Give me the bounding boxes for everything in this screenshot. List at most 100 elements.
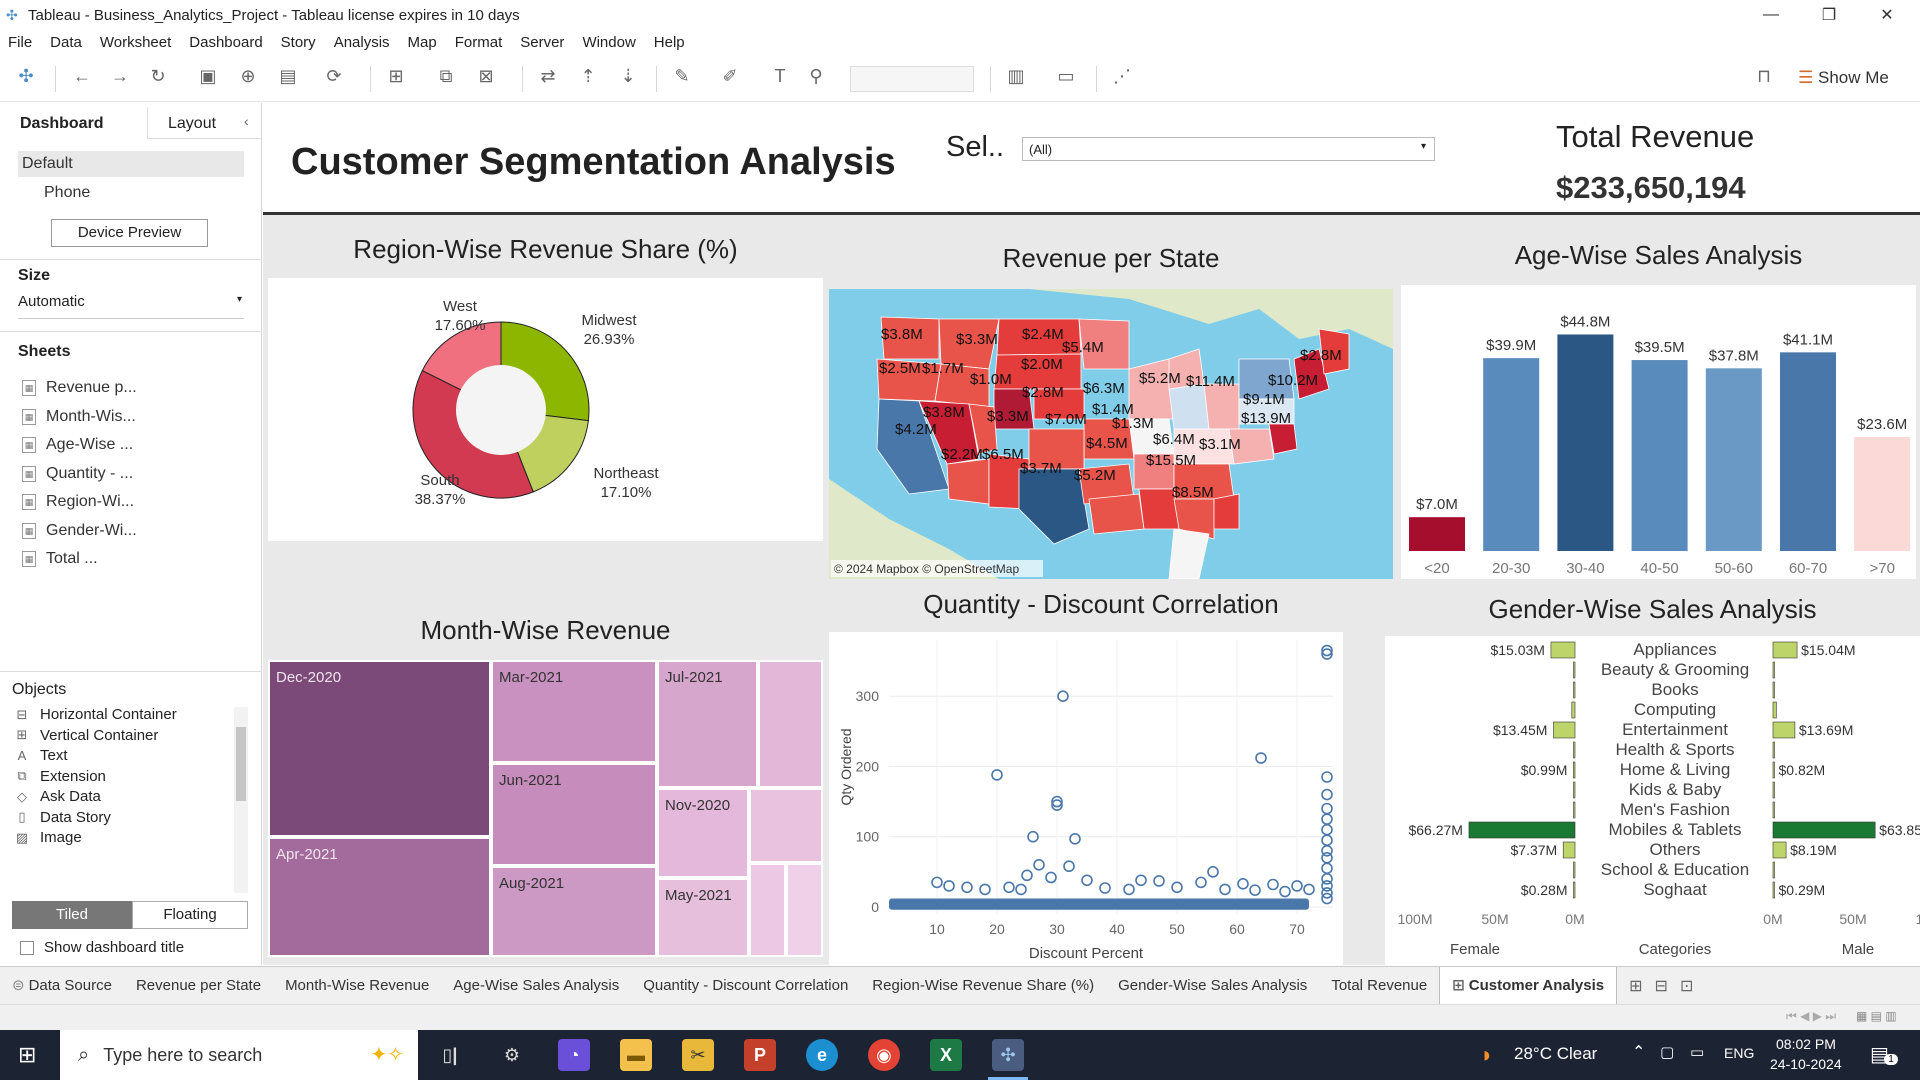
us-state-map[interactable]: $3.8M $3.3M $2.4M $2.5M $1.7M $2.0M$5.4M $1.0M… [829, 289, 1393, 579]
battery-icon[interactable]: ▭ [1690, 1044, 1705, 1061]
treemap-cell[interactable] [657, 788, 749, 878]
new-datasource-icon[interactable]: ⊕ [240, 66, 256, 86]
scatter-point[interactable] [1207, 866, 1219, 878]
size-dropdown[interactable]: Automatic ▾ [18, 293, 244, 319]
sheet-tab[interactable]: Region-Wise Revenue Share (%) [872, 976, 1095, 994]
female-bar[interactable] [1571, 701, 1576, 719]
age-bar[interactable] [1705, 368, 1762, 551]
state-shape[interactable] [918, 400, 980, 465]
powerpoint-icon[interactable]: P [744, 1039, 776, 1071]
male-bar[interactable] [1772, 881, 1775, 899]
scatter-point[interactable] [1171, 881, 1183, 894]
menu-map[interactable]: Map [407, 33, 437, 51]
scatter-point[interactable] [1021, 869, 1033, 882]
female-bar[interactable] [1573, 881, 1576, 899]
tray-chevron-icon[interactable]: ⌃ [1632, 1044, 1646, 1061]
swap-icon[interactable]: ⇄ [540, 66, 556, 86]
menu-window[interactable]: Window [582, 33, 636, 51]
show-me-button[interactable]: ☰ Show Me [1798, 68, 1889, 87]
new-story-tab-icon[interactable]: ⊡ [1679, 977, 1694, 995]
treemap-cell[interactable] [749, 788, 823, 863]
treemap-cell[interactable] [786, 863, 823, 957]
scatter-point[interactable] [1195, 876, 1207, 889]
scatter-point[interactable] [1321, 880, 1333, 892]
task-view-icon[interactable]: ▯| [442, 1045, 458, 1065]
scatter-point[interactable] [991, 769, 1003, 781]
device-default[interactable]: Default [22, 155, 73, 172]
menu-help[interactable]: Help [653, 33, 685, 51]
duplicate-icon[interactable]: ⧉ [439, 66, 453, 86]
pause-updates-icon[interactable]: ▤ [279, 66, 297, 86]
new-dashboard-tab-icon[interactable]: ⊟ [1654, 977, 1668, 995]
state-shape[interactable] [968, 403, 998, 455]
sheet-item[interactable]: ▦ Month-Wis... [22, 408, 136, 426]
scatter-point[interactable] [1081, 874, 1093, 887]
treemap-cell[interactable] [491, 866, 657, 957]
scatter-point[interactable] [1069, 833, 1081, 845]
clock-date[interactable]: 24-10-2024 [1770, 1056, 1842, 1072]
scatter-point[interactable] [1321, 788, 1333, 801]
windows-start-icon[interactable]: ⊞ [18, 1042, 37, 1067]
state-shape[interactable] [1203, 383, 1240, 430]
sort-descending-icon[interactable]: ⇣ [620, 66, 636, 86]
scatter-point[interactable] [1321, 813, 1333, 825]
scatter-point[interactable] [1321, 851, 1333, 864]
treemap-cell[interactable] [749, 863, 786, 957]
female-bar[interactable] [1550, 641, 1576, 659]
age-bar[interactable] [1631, 360, 1688, 551]
treemap-cell[interactable] [657, 660, 758, 788]
sheet-tab[interactable]: Age-Wise Sales Analysis [453, 976, 620, 994]
tableau-taskbar-icon[interactable]: ✣ [992, 1039, 1024, 1071]
treemap-cell[interactable] [758, 660, 823, 788]
female-bar[interactable] [1573, 681, 1576, 699]
device-preview-button[interactable]: Device Preview [51, 219, 208, 247]
snipping-tool-icon[interactable]: ✂ [682, 1039, 714, 1071]
settings-gear-icon[interactable]: ⚙ [503, 1045, 521, 1065]
object-item[interactable]: ⊟ Horizontal Container [14, 706, 177, 723]
male-bar[interactable] [1772, 641, 1798, 659]
age-bar[interactable] [1557, 334, 1614, 551]
restore-button[interactable]: ❐ [1821, 7, 1837, 24]
state-shape[interactable] [1088, 493, 1145, 535]
highlight-icon[interactable]: ✎ [674, 66, 690, 86]
menu-worksheet[interactable]: Worksheet [99, 33, 172, 51]
age-bar[interactable] [1483, 358, 1540, 551]
scatter-point[interactable] [1321, 648, 1333, 660]
sheet-item[interactable]: ▦ Total ... [22, 550, 98, 568]
sheet-tab[interactable]: ⊜ Data Source [12, 976, 112, 994]
scatter-point[interactable] [1279, 885, 1291, 898]
state-shape[interactable] [876, 398, 950, 495]
age-bar[interactable] [1780, 352, 1836, 551]
female-bar[interactable] [1573, 781, 1576, 799]
scatter-point[interactable] [1321, 771, 1333, 783]
excel-icon[interactable]: X [930, 1039, 962, 1071]
scatter-point[interactable] [1057, 690, 1069, 703]
female-bar[interactable] [1468, 821, 1576, 839]
objects-scrollbar[interactable] [234, 707, 248, 893]
scatter-point[interactable] [1321, 644, 1333, 657]
state-map-panel[interactable]: $3.8M $3.3M $2.4M $2.5M $1.7M $2.0M $5.4M $1.0M… [829, 289, 1393, 579]
male-bar[interactable] [1772, 761, 1775, 779]
menu-format[interactable]: Format [454, 33, 503, 51]
scatter-point[interactable] [979, 883, 991, 896]
male-bar[interactable] [1772, 821, 1876, 839]
menu-dashboard[interactable]: Dashboard [189, 33, 263, 51]
treemap-cell[interactable] [268, 660, 491, 837]
group-icon[interactable]: ✐ [722, 66, 738, 86]
male-bar[interactable] [1772, 741, 1775, 759]
presentation-icon[interactable]: ▭ [1057, 66, 1075, 86]
scatter-point[interactable] [1321, 823, 1333, 836]
clock-time[interactable]: 08:02 PM [1776, 1036, 1836, 1052]
male-bar[interactable] [1772, 781, 1775, 799]
sheet-tab[interactable]: ⊞ Customer Analysis [1439, 966, 1618, 1005]
state-shape[interactable] [1173, 498, 1215, 540]
male-bar[interactable] [1772, 801, 1775, 819]
redo-icon[interactable]: → [111, 66, 129, 86]
object-item[interactable]: A Text [14, 747, 68, 764]
sheet-item[interactable]: ▦ Quantity - ... [22, 465, 133, 483]
file-explorer-icon[interactable]: ▬ [620, 1039, 652, 1071]
treemap-cell[interactable] [491, 660, 657, 763]
scatter-point[interactable] [961, 881, 973, 894]
show-title-checkbox-row[interactable]: Show dashboard title [20, 939, 184, 956]
scatter-point[interactable] [1321, 887, 1333, 899]
